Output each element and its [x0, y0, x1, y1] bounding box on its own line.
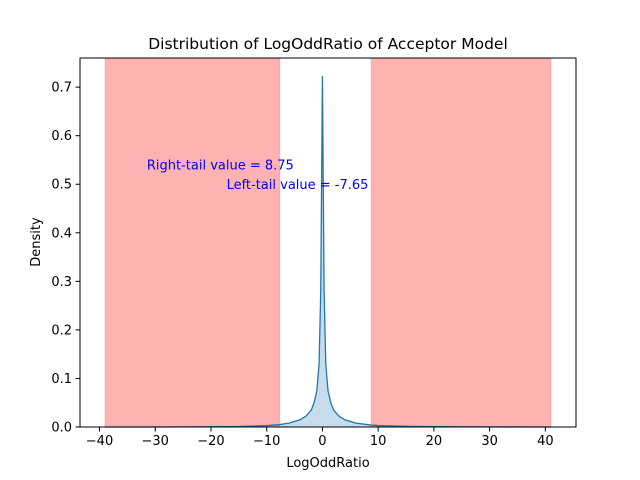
right-tail-annotation: Right-tail value = 8.75 — [147, 159, 294, 174]
y-tick-label: 0.6 — [51, 129, 72, 144]
y-ticks-layer: 0.0 0.1 0.2 0.3 0.4 0.5 0.6 0.7 — [51, 81, 80, 436]
x-ticks-layer: −40 −30 −20 −10 0 10 20 30 40 — [86, 427, 554, 449]
y-tick-label: 0.5 — [51, 178, 72, 193]
y-tick-label: 0.2 — [51, 323, 72, 338]
y-axis-label: Density — [29, 217, 44, 267]
series-layer — [105, 75, 551, 428]
shaded-region-2 — [370, 57, 552, 428]
y-tick-label: 0.7 — [51, 81, 72, 96]
y-tick-label: 0.1 — [51, 372, 72, 387]
x-tick-label: 20 — [426, 434, 443, 449]
y-tick-label: 0.3 — [51, 275, 72, 290]
x-tick-label: 40 — [537, 434, 554, 449]
x-tick-label: −40 — [86, 434, 113, 449]
shaded-region-1 — [104, 57, 281, 428]
x-axis-label: LogOddRatio — [286, 456, 369, 471]
x-tick-label: −20 — [197, 434, 224, 449]
x-tick-label: 10 — [370, 434, 387, 449]
x-tick-label: 0 — [318, 434, 326, 449]
plot-frame — [79, 57, 577, 428]
chart-title: Distribution of LogOddRatio of Acceptor … — [148, 35, 508, 53]
x-tick-label: 30 — [481, 434, 498, 449]
left-tail-annotation: Left-tail value = -7.65 — [227, 178, 369, 193]
shaded-regions-layer — [104, 57, 552, 428]
x-tick-label: −30 — [142, 434, 169, 449]
y-tick-label: 0.4 — [51, 226, 72, 241]
y-tick-label: 0.0 — [51, 421, 72, 436]
x-tick-label: −10 — [253, 434, 280, 449]
annotation-layer: Right-tail value = 8.75 Left-tail value =… — [147, 159, 369, 193]
density-line-1 — [105, 75, 551, 428]
